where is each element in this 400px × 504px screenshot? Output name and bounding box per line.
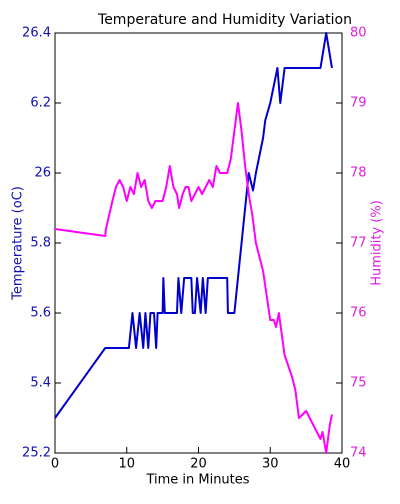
x-tick-label: 40 xyxy=(334,457,351,472)
y2-axis-label: Humidity (%) xyxy=(370,200,385,286)
y2-tick-label: 74 xyxy=(350,446,367,461)
y-tick-label: 6.2 xyxy=(30,96,51,111)
x-tick-label: 20 xyxy=(190,457,207,472)
chart-title: Temperature and Humidity Variation xyxy=(97,12,352,28)
x-tick-label: 10 xyxy=(118,457,135,472)
y-tick-label: 5.8 xyxy=(30,236,51,251)
y2-tick-label: 78 xyxy=(350,166,367,181)
y-tick-label: 25.2 xyxy=(22,446,51,461)
data-line xyxy=(54,32,333,419)
plot-frame xyxy=(54,32,343,454)
y-axis-label: Temperature (oC) xyxy=(11,186,26,301)
data-line xyxy=(54,102,333,454)
y-tick-label: 5.6 xyxy=(30,306,51,321)
x-tick-label: 30 xyxy=(262,457,279,472)
y-tick-label: 26.4 xyxy=(22,26,51,41)
y-tick-label: 26 xyxy=(34,166,51,181)
y2-tick-label: 75 xyxy=(350,376,367,391)
x-tick-label: 0 xyxy=(51,457,59,472)
y-tick-label: 5.4 xyxy=(30,376,51,391)
x-axis-label: Time in Minutes xyxy=(145,473,249,488)
y2-tick-label: 79 xyxy=(350,96,367,111)
y2-tick-label: 76 xyxy=(350,306,367,321)
y2-tick-label: 77 xyxy=(350,236,367,251)
y2-tick-label: 80 xyxy=(350,26,367,41)
